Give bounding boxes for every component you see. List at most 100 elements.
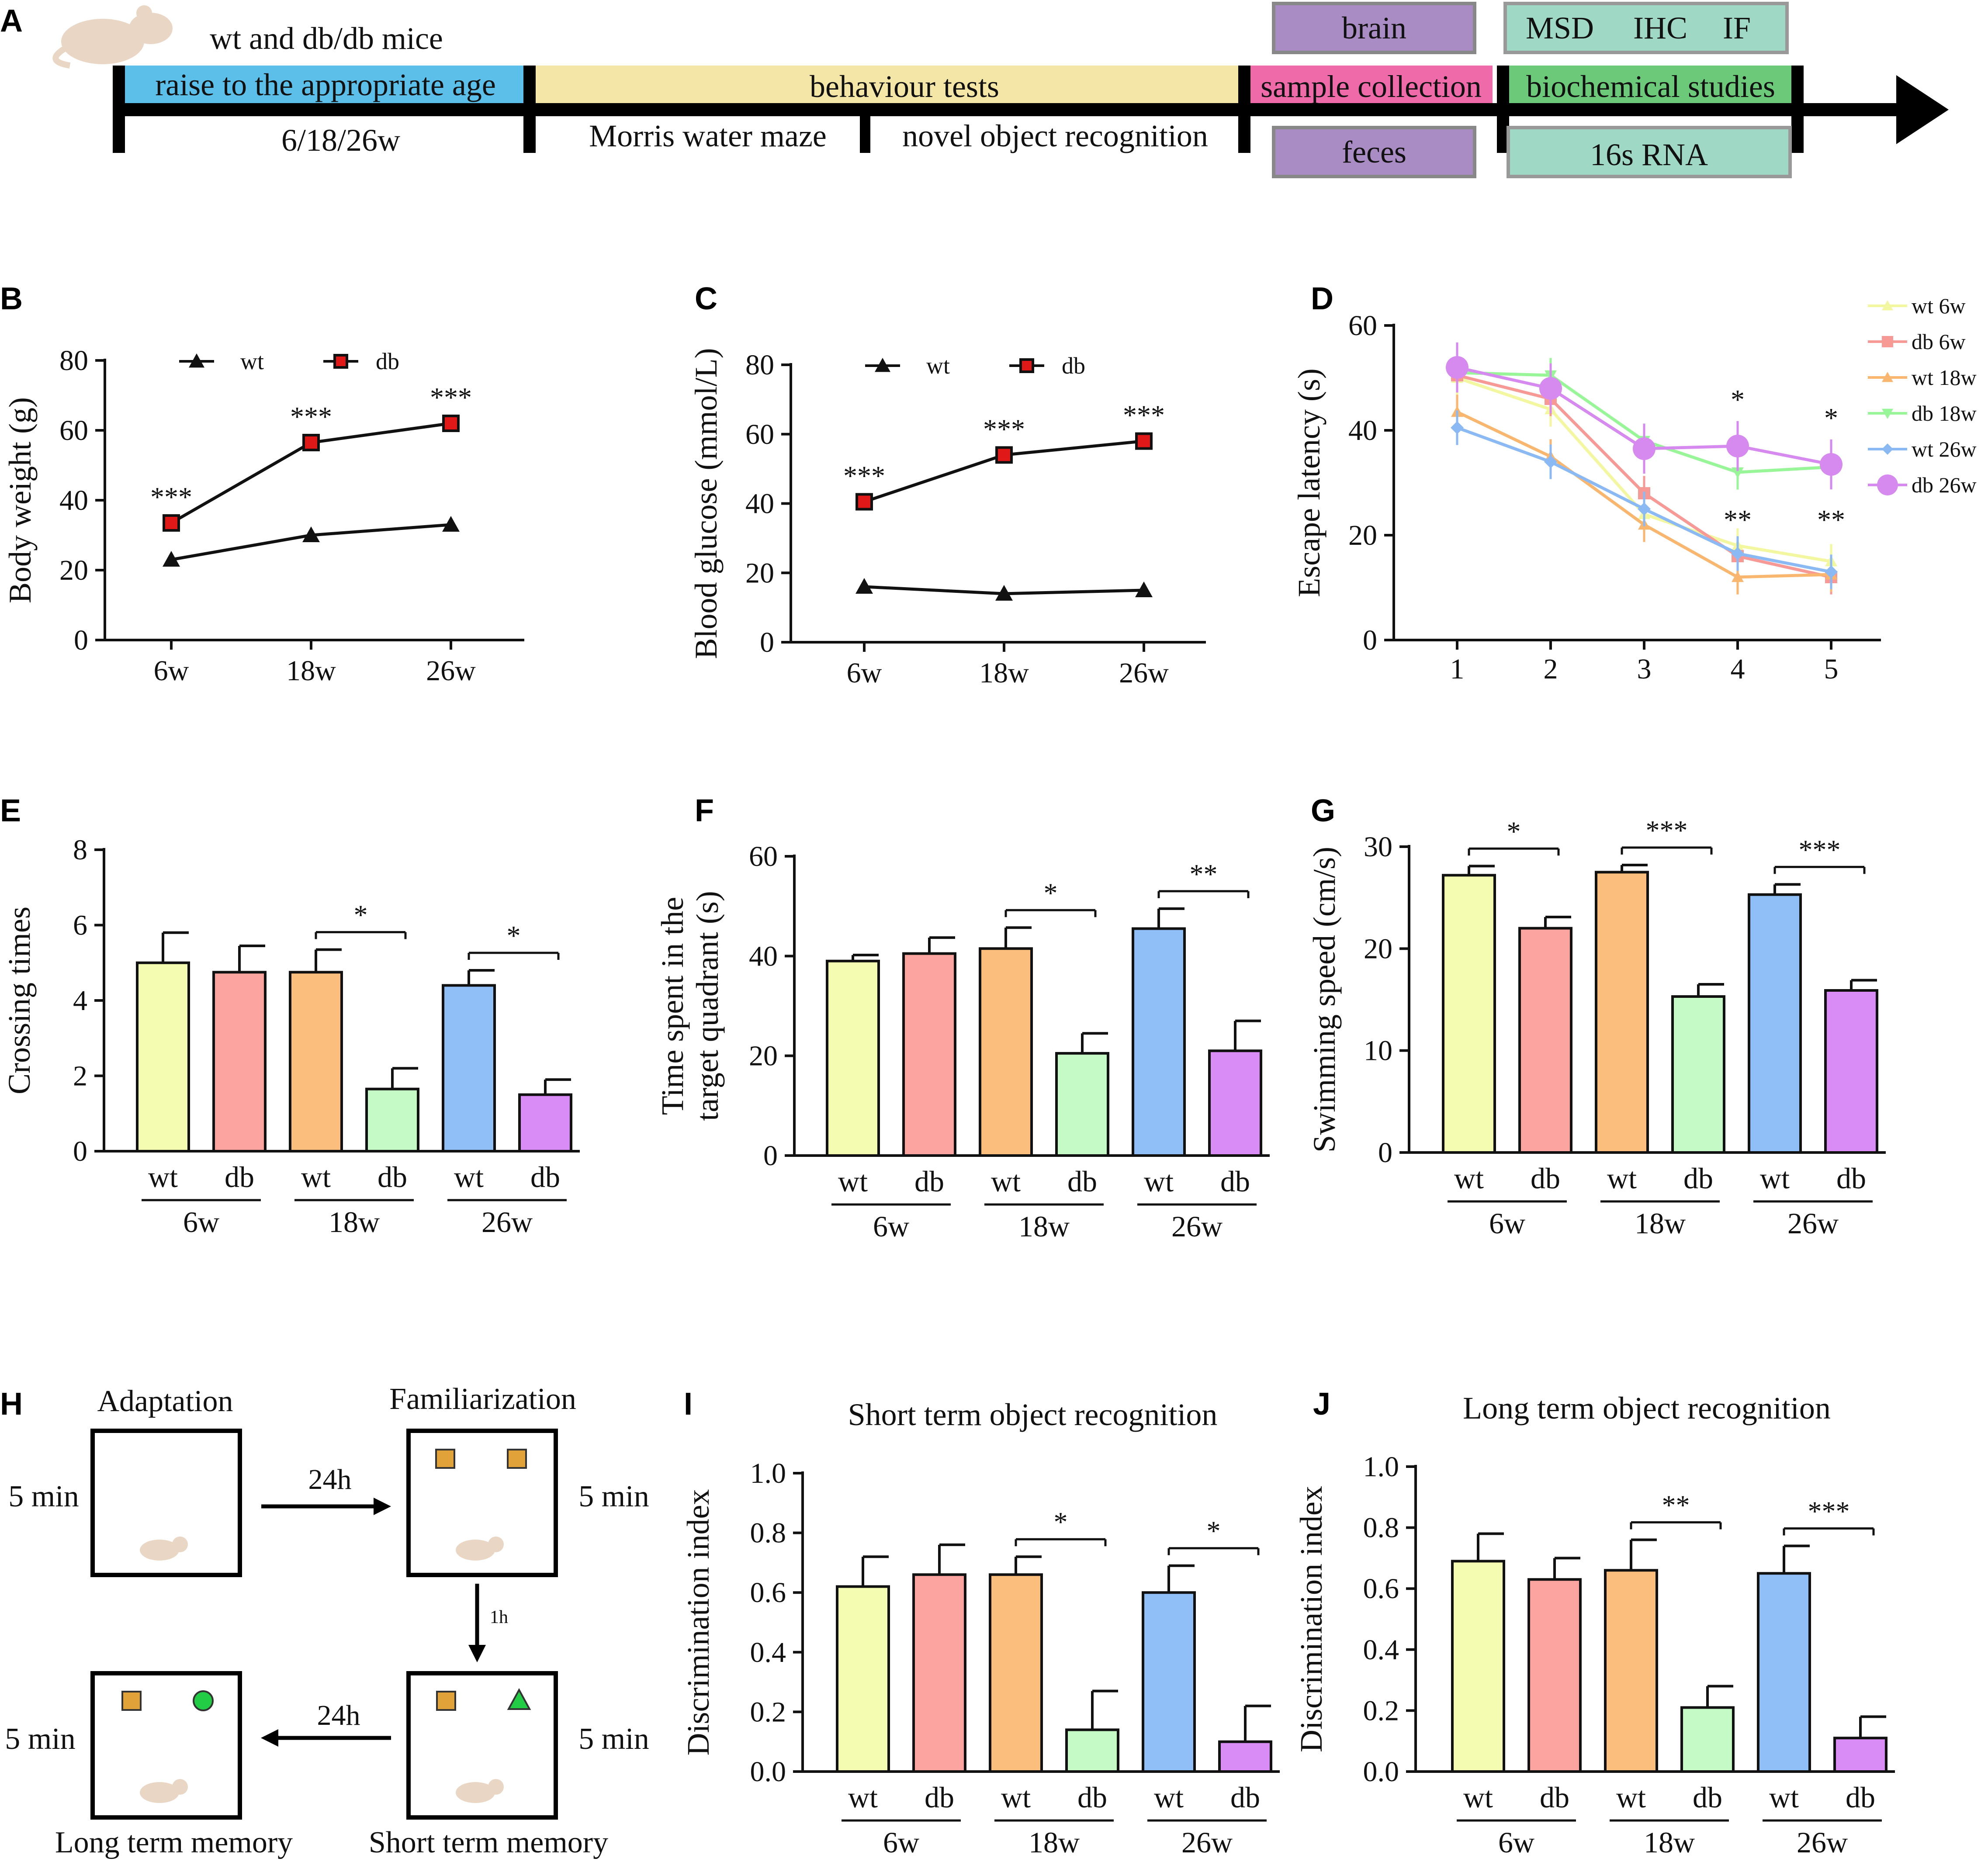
data-point-wt [995, 585, 1013, 601]
y-tick-label: 60 [59, 415, 88, 446]
long-term-label: Long term memory [55, 1826, 293, 1859]
feces-box [1272, 126, 1476, 178]
x-category-label: wt [838, 1165, 868, 1198]
object-square-icon [435, 1449, 455, 1469]
chart-swimming-speed: 0 10 20 30 Swimming speed (cm/s) wt db wt db wt db… [1307, 815, 1886, 1240]
significance-label: *** [1646, 815, 1688, 846]
data-point-wt [1135, 581, 1153, 597]
y-axis-label: Discrimination index [681, 1489, 716, 1756]
object-square-icon [507, 1449, 527, 1469]
sample-label: sample collection [1261, 69, 1482, 104]
x-category-label: db [1230, 1781, 1260, 1814]
interval-label: 24h [317, 1699, 360, 1731]
significance-label: ** [1817, 504, 1845, 535]
interval-label: 1h [490, 1607, 508, 1627]
x-tick-label: 1 [1450, 653, 1465, 685]
significance-label: * [354, 900, 368, 931]
legend-marker-wt [875, 358, 890, 372]
significance-label: *** [430, 382, 472, 413]
panel-label-a: A [0, 3, 23, 38]
x-tick-label: 6w [154, 655, 189, 687]
y-tick-label: 60 [749, 841, 778, 872]
y-tick-label: 0 [74, 624, 88, 656]
data-point-db-26w [1726, 435, 1749, 457]
x-category-label: db [378, 1160, 407, 1194]
x-category-label: db [1693, 1781, 1722, 1814]
x-category-label: db [914, 1165, 944, 1198]
bar-wt-26w [1142, 1591, 1196, 1773]
y-tick-label: 20 [745, 557, 774, 589]
y-tick-label: 10 [1364, 1035, 1392, 1067]
bar-db-6w [902, 952, 956, 1157]
x-category-label: wt [1616, 1781, 1646, 1814]
y-tick-label: 60 [745, 419, 774, 450]
x-category-label: db [1846, 1781, 1875, 1814]
significance-label: ** [1190, 858, 1218, 889]
x-tick-label: 2 [1544, 653, 1558, 685]
chart-blood-glucose: 0 20 40 60 80 Blood glucose (mmol/L) 6w 18w 26w *… [689, 348, 1206, 689]
x-tick-label: 26w [1119, 657, 1169, 689]
x-group-label: 6w [883, 1826, 919, 1859]
x-category-label: wt [1769, 1781, 1799, 1814]
y-tick-label: 6 [73, 910, 87, 941]
data-point-wt [163, 551, 180, 567]
arena-long-term [90, 1671, 242, 1820]
significance-label: *** [1799, 834, 1841, 865]
bar-db-18w [1055, 1052, 1109, 1157]
y-tick-label: 8 [73, 834, 87, 866]
arena-familiarization [406, 1429, 558, 1577]
timeline-arrow [114, 103, 1901, 116]
significance-label: * [1054, 1506, 1068, 1537]
bar-wt-6w [836, 1585, 890, 1773]
x-category-label: wt [148, 1160, 178, 1194]
feces-label: feces [1342, 135, 1406, 170]
data-point-wt-26w [1731, 547, 1744, 560]
mouse-icon [52, 5, 173, 69]
object-triangle-icon [507, 1688, 531, 1710]
data-point-db [163, 514, 180, 532]
bar-db-6w [212, 971, 267, 1153]
legend-label-wt: wt [926, 353, 950, 379]
panel-label-h: H [0, 1387, 23, 1422]
familiarization-label: Familiarization [389, 1382, 576, 1416]
significance-label: *** [290, 401, 332, 432]
legend-label: wt 18w [1912, 365, 1977, 390]
significance-label: * [1824, 402, 1838, 433]
y-tick-label: 1.0 [1363, 1451, 1399, 1483]
bar-db-18w [1671, 995, 1725, 1154]
arena-adaptation [90, 1429, 242, 1577]
data-point-wt-26w [1825, 565, 1838, 578]
x-tick-label: 26w [426, 655, 476, 687]
bar-wt-18w [1595, 871, 1649, 1154]
legend-marker [1877, 474, 1898, 495]
ihc-label: IHC [1633, 10, 1687, 45]
data-point-db [855, 493, 873, 511]
x-tick-label: 18w [979, 657, 1029, 689]
legend-label-db: db [376, 348, 399, 374]
panel-a: A wt and db/db mice brain MSD IHC IF rai… [0, 2, 1949, 178]
panel-label-j: J [1313, 1387, 1330, 1422]
bar-wt-26w [1132, 927, 1186, 1157]
x-category-label: wt [1144, 1165, 1174, 1198]
rna-box [1507, 126, 1792, 178]
x-category-label: wt [454, 1160, 484, 1194]
significance-label: * [1731, 384, 1745, 415]
bar-wt-18w [989, 1573, 1043, 1773]
if-label: IF [1723, 10, 1751, 45]
x-group-label: 26w [481, 1205, 533, 1239]
bar-wt-26w [1748, 893, 1802, 1154]
legend-marker [1882, 372, 1893, 382]
mice-label: wt and db/db mice [210, 21, 443, 56]
raise-phase [120, 66, 529, 106]
data-point-wt-26w [1451, 421, 1464, 434]
object-square-icon [121, 1691, 142, 1711]
data-point-wt-18w [1732, 571, 1744, 582]
x-category-label: wt [1154, 1781, 1184, 1814]
significance-label: ** [1662, 1490, 1690, 1521]
msd-label: MSD [1526, 10, 1594, 45]
data-point-db [302, 434, 320, 451]
x-category-label: db [530, 1160, 560, 1194]
y-axis-label: Discrimination index [1294, 1486, 1329, 1752]
y-tick-label: 40 [749, 940, 778, 972]
